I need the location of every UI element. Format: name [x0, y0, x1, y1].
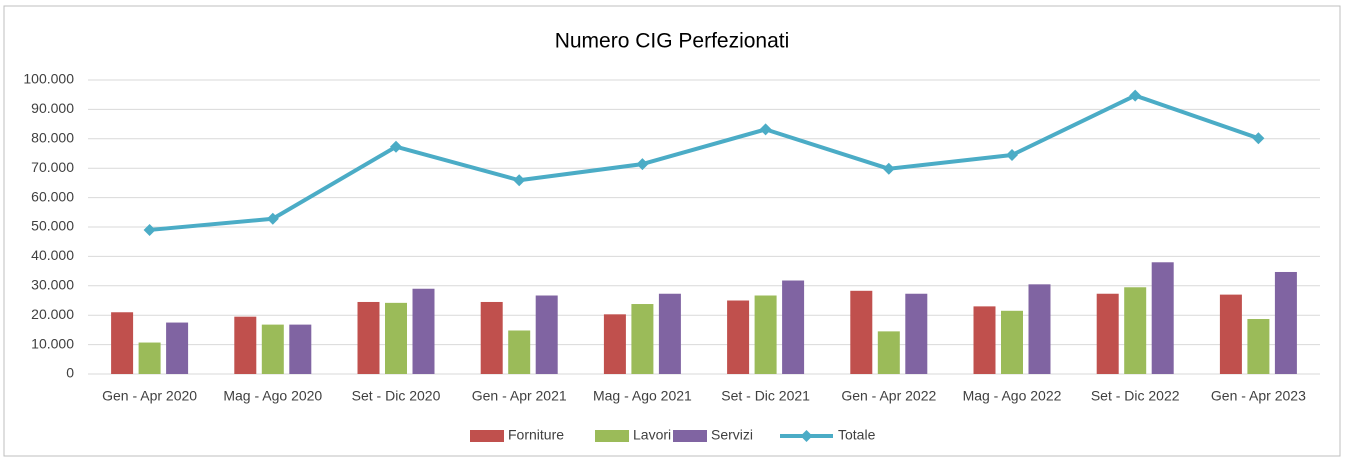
- bar: [1219, 294, 1242, 374]
- legend-label: Servizi: [711, 427, 753, 443]
- bar: [973, 306, 996, 374]
- bar: [1124, 287, 1147, 374]
- bar: [727, 300, 750, 374]
- marker: [1129, 89, 1142, 102]
- x-tick-label: Mag - Ago 2021: [593, 388, 692, 404]
- y-tick-label: 70.000: [31, 159, 74, 175]
- bar: [234, 316, 257, 374]
- marker: [1252, 132, 1265, 145]
- bar: [138, 342, 161, 374]
- marker: [143, 223, 156, 236]
- bar: [535, 295, 558, 374]
- bar: [1001, 310, 1023, 374]
- marker: [759, 123, 772, 136]
- bar: [1274, 271, 1297, 374]
- bar: [631, 304, 654, 374]
- bar: [385, 302, 407, 374]
- x-tick-label: Gen - Apr 2023: [1211, 388, 1306, 404]
- x-tick-label: Mag - Ago 2020: [223, 388, 322, 404]
- y-tick-label: 80.000: [31, 130, 74, 146]
- y-tick-label: 90.000: [31, 100, 74, 116]
- y-tick-label: 60.000: [31, 188, 74, 204]
- legend-label: Totale: [838, 427, 876, 443]
- bar: [877, 331, 900, 374]
- bar: [508, 330, 531, 374]
- y-tick-label: 40.000: [31, 247, 74, 263]
- bar: [1151, 262, 1174, 374]
- legend-swatch: [470, 430, 504, 442]
- x-tick-label: Set - Dic 2020: [352, 388, 441, 404]
- y-tick-label: 0: [66, 365, 74, 381]
- bar: [166, 322, 189, 374]
- legend-swatch: [595, 430, 629, 442]
- x-tick-label: Mag - Ago 2022: [963, 388, 1062, 404]
- bar: [261, 324, 284, 374]
- chart-border: [3, 5, 1341, 457]
- bar: [1247, 319, 1270, 374]
- legend-label: Lavori: [633, 427, 671, 443]
- y-tick-label: 10.000: [31, 335, 74, 351]
- bar: [754, 295, 777, 374]
- x-tick-label: Set - Dic 2022: [1091, 388, 1180, 404]
- marker: [636, 158, 649, 171]
- bar: [289, 324, 312, 374]
- y-tick-label: 50.000: [31, 218, 74, 234]
- bar: [782, 280, 805, 374]
- marker: [513, 174, 526, 187]
- x-tick-label: Gen - Apr 2020: [102, 388, 197, 404]
- bar: [603, 314, 626, 374]
- bar: [357, 301, 380, 374]
- marker: [1006, 148, 1018, 161]
- bar: [658, 293, 681, 374]
- legend-marker: [800, 430, 813, 442]
- bar: [1028, 284, 1051, 374]
- bar: [905, 293, 928, 374]
- x-tick-label: Gen - Apr 2022: [841, 388, 936, 404]
- legend-label: Forniture: [508, 427, 564, 443]
- bar: [480, 301, 503, 374]
- legend-swatch: [673, 430, 707, 442]
- line: [149, 93, 1260, 232]
- bar: [111, 312, 134, 374]
- marker: [390, 140, 402, 153]
- y-tick-label: 100.000: [23, 71, 74, 87]
- bar: [850, 290, 873, 374]
- x-tick-label: Gen - Apr 2021: [472, 388, 567, 404]
- y-tick-label: 20.000: [31, 306, 74, 322]
- y-tick-label: 30.000: [31, 277, 74, 293]
- marker: [882, 162, 895, 175]
- bar: [412, 288, 435, 374]
- chart-title: Numero CIG Perfezionati: [555, 30, 790, 53]
- marker: [266, 212, 279, 225]
- x-tick-label: Set - Dic 2021: [721, 388, 810, 404]
- bar: [1096, 293, 1119, 374]
